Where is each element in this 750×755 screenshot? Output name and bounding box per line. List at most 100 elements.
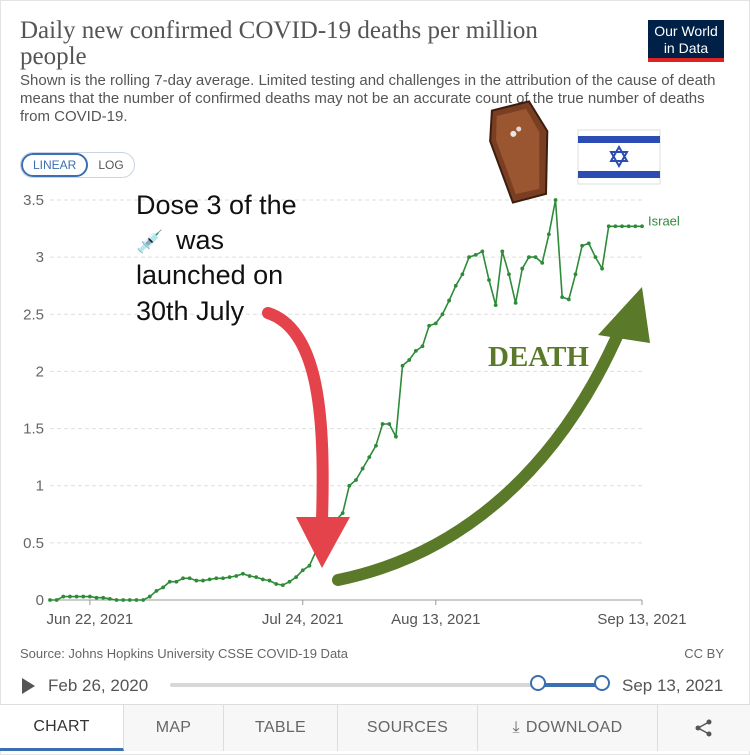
source-note[interactable]: Source: Johns Hopkins University CSSE CO… xyxy=(20,646,349,661)
data-point xyxy=(374,443,378,448)
data-point xyxy=(260,577,265,582)
timeline-track[interactable] xyxy=(170,683,602,687)
data-point xyxy=(141,598,146,602)
tab-bar: CHART MAP TABLE SOURCES ⤓ DOWNLOAD xyxy=(0,704,750,751)
series-label: Israel xyxy=(648,213,680,228)
dose-line-4: 30th July xyxy=(136,296,245,326)
timeline-end-handle[interactable] xyxy=(594,675,610,691)
syringe-icon: 💉 xyxy=(136,229,163,254)
data-point xyxy=(453,283,458,288)
data-point xyxy=(620,224,624,229)
data-point xyxy=(367,455,372,460)
data-point xyxy=(487,278,491,282)
data-point xyxy=(513,300,518,305)
data-point xyxy=(360,466,365,471)
data-point xyxy=(181,576,185,581)
logo-line-2: in Data xyxy=(663,40,709,56)
timeline-selection[interactable] xyxy=(538,683,602,687)
chart-svg: 0 0.5 1 1.5 2 2.5 3 3.5 Jun 22, 2021 Jul 24, 202… xyxy=(23,100,687,628)
tab-download[interactable]: ⤓ DOWNLOAD xyxy=(478,705,658,751)
data-point xyxy=(393,434,398,439)
data-point xyxy=(520,266,525,271)
data-point xyxy=(480,249,485,254)
data-point xyxy=(447,298,452,303)
tab-chart[interactable]: CHART xyxy=(0,705,124,751)
data-point xyxy=(154,588,159,593)
data-point xyxy=(354,478,358,482)
scale-toggle[interactable]: LINEAR LOG xyxy=(20,152,135,178)
data-point xyxy=(460,272,465,277)
y-tick-label: 2.5 xyxy=(23,306,44,323)
data-point xyxy=(640,224,644,229)
y-tick-label: 2 xyxy=(36,363,44,380)
license-note[interactable]: CC BY xyxy=(684,646,724,661)
data-point xyxy=(553,198,558,202)
timeline: Feb 26, 2020 Sep 13, 2021 xyxy=(0,670,750,700)
green-arrow xyxy=(332,319,628,586)
chart-title: Daily new confirmed COVID-19 deaths per … xyxy=(20,17,538,70)
israel-flag-icon xyxy=(577,129,661,185)
data-point xyxy=(94,595,99,600)
data-point xyxy=(167,579,172,584)
y-tick-label: 0.5 xyxy=(23,535,44,552)
data-point xyxy=(54,598,59,602)
data-point xyxy=(387,422,392,426)
data-point xyxy=(307,563,312,568)
data-point xyxy=(580,243,585,248)
tab-share[interactable] xyxy=(658,705,750,751)
data-point xyxy=(221,576,225,581)
data-point xyxy=(194,578,199,583)
data-point xyxy=(280,583,285,588)
data-point xyxy=(187,576,192,581)
data-point xyxy=(247,574,252,578)
data-point xyxy=(340,511,345,516)
data-point xyxy=(613,224,618,229)
data-point xyxy=(81,594,86,599)
download-icon: ⤓ xyxy=(512,719,520,736)
tab-table[interactable]: TABLE xyxy=(224,705,338,751)
dose-line-2: was xyxy=(175,225,224,255)
logo-bar xyxy=(648,58,724,62)
timeline-end-label: Sep 13, 2021 xyxy=(622,676,724,695)
data-point xyxy=(68,594,72,599)
data-point xyxy=(134,598,139,602)
data-point xyxy=(114,598,119,602)
data-point xyxy=(254,575,259,580)
data-point xyxy=(267,578,272,583)
data-point xyxy=(633,224,638,229)
log-scale-button[interactable]: LOG xyxy=(98,158,124,172)
coffin-icon xyxy=(489,100,549,204)
linear-scale-button[interactable]: LINEAR xyxy=(21,153,89,177)
data-point xyxy=(347,483,352,488)
chart-subtitle: Shown is the rolling 7-day average. Limi… xyxy=(20,72,716,125)
data-point xyxy=(560,295,565,300)
data-point xyxy=(566,297,571,302)
data-point xyxy=(74,594,79,599)
data-point xyxy=(527,255,531,260)
data-point xyxy=(533,255,538,260)
timeline-start-handle[interactable] xyxy=(530,675,546,691)
x-tick-label: Aug 13, 2021 xyxy=(391,611,480,628)
data-point xyxy=(600,266,604,271)
data-point xyxy=(546,232,551,237)
data-point xyxy=(240,571,245,576)
data-point xyxy=(107,596,112,601)
data-point xyxy=(294,575,299,580)
y-tick-label: 1.5 xyxy=(23,421,44,438)
death-label: DEATH xyxy=(488,341,589,373)
data-point xyxy=(88,594,92,599)
data-point xyxy=(440,312,445,317)
data-point xyxy=(473,252,478,257)
tab-sources[interactable]: SOURCES xyxy=(338,705,478,751)
tab-map[interactable]: MAP xyxy=(124,705,224,751)
data-point xyxy=(214,576,219,581)
data-point xyxy=(101,595,106,600)
data-point xyxy=(234,574,239,578)
data-point xyxy=(201,578,205,583)
owid-logo[interactable]: Our World in Data xyxy=(648,20,724,62)
data-point xyxy=(127,598,132,602)
play-icon[interactable] xyxy=(22,678,35,694)
y-tick-label: 0 xyxy=(36,592,44,609)
data-point xyxy=(380,422,385,426)
annotations-layer: DEATH Dose 3 of the 💉 was launched on 30… xyxy=(136,100,661,586)
